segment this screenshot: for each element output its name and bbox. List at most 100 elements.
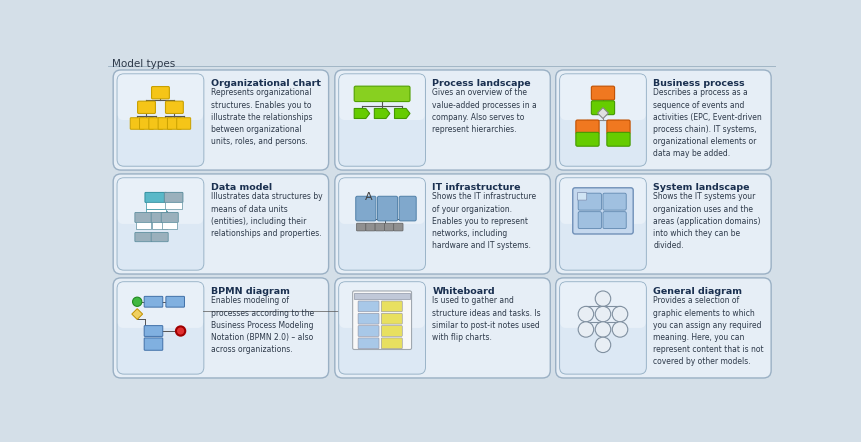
FancyBboxPatch shape xyxy=(365,223,375,231)
FancyBboxPatch shape xyxy=(117,282,203,374)
FancyBboxPatch shape xyxy=(164,192,183,202)
FancyBboxPatch shape xyxy=(339,282,424,328)
Text: Describes a process as a
sequence of events and
activities (EPC, Event-driven
pr: Describes a process as a sequence of eve… xyxy=(653,88,761,158)
FancyBboxPatch shape xyxy=(158,118,172,129)
Text: Illustrates data structures by
means of data units
(entities), including their
r: Illustrates data structures by means of … xyxy=(211,192,322,238)
Circle shape xyxy=(595,291,610,306)
FancyBboxPatch shape xyxy=(591,101,614,114)
FancyBboxPatch shape xyxy=(149,118,163,129)
FancyBboxPatch shape xyxy=(339,179,424,224)
Circle shape xyxy=(611,322,627,337)
FancyBboxPatch shape xyxy=(356,223,365,231)
Text: Shows the IT infrastructure
of your organization.
Enables you to represent
netwo: Shows the IT infrastructure of your orga… xyxy=(432,192,536,250)
FancyBboxPatch shape xyxy=(334,70,549,170)
FancyBboxPatch shape xyxy=(161,213,178,222)
FancyBboxPatch shape xyxy=(577,192,586,200)
Circle shape xyxy=(133,297,142,306)
Text: Is used to gather and
structure ideas and tasks. Is
similar to post-it notes use: Is used to gather and structure ideas an… xyxy=(432,296,541,342)
FancyBboxPatch shape xyxy=(375,223,384,231)
FancyBboxPatch shape xyxy=(354,86,410,102)
FancyBboxPatch shape xyxy=(384,223,393,231)
FancyBboxPatch shape xyxy=(144,338,163,350)
FancyBboxPatch shape xyxy=(606,132,629,146)
FancyBboxPatch shape xyxy=(399,196,416,221)
FancyBboxPatch shape xyxy=(118,282,203,328)
FancyBboxPatch shape xyxy=(338,178,425,270)
Circle shape xyxy=(578,306,593,322)
FancyBboxPatch shape xyxy=(152,87,169,99)
FancyBboxPatch shape xyxy=(377,196,397,221)
FancyBboxPatch shape xyxy=(135,222,151,229)
FancyBboxPatch shape xyxy=(177,118,190,129)
FancyBboxPatch shape xyxy=(603,193,625,210)
FancyBboxPatch shape xyxy=(118,75,203,120)
FancyBboxPatch shape xyxy=(559,178,646,270)
Text: Provides a selection of
graphic elements to which
you can assign any required
me: Provides a selection of graphic elements… xyxy=(653,296,763,366)
FancyBboxPatch shape xyxy=(117,178,203,270)
FancyBboxPatch shape xyxy=(151,213,168,222)
FancyBboxPatch shape xyxy=(162,222,177,229)
FancyBboxPatch shape xyxy=(118,179,203,224)
Text: General diagram: General diagram xyxy=(653,287,741,296)
FancyBboxPatch shape xyxy=(113,70,328,170)
FancyBboxPatch shape xyxy=(560,179,645,224)
FancyBboxPatch shape xyxy=(603,212,625,229)
FancyBboxPatch shape xyxy=(381,301,402,312)
Circle shape xyxy=(595,306,610,322)
FancyBboxPatch shape xyxy=(144,296,163,307)
FancyBboxPatch shape xyxy=(165,101,183,114)
FancyBboxPatch shape xyxy=(139,118,153,129)
Text: Whiteboard: Whiteboard xyxy=(432,287,494,296)
FancyBboxPatch shape xyxy=(145,192,166,202)
FancyBboxPatch shape xyxy=(381,313,402,324)
FancyBboxPatch shape xyxy=(575,120,598,134)
FancyBboxPatch shape xyxy=(334,174,549,274)
Text: BPMN diagram: BPMN diagram xyxy=(211,287,289,296)
Text: Model types: Model types xyxy=(112,59,176,69)
Polygon shape xyxy=(374,108,389,118)
FancyBboxPatch shape xyxy=(334,278,549,378)
FancyBboxPatch shape xyxy=(146,202,165,209)
Text: IT infrastructure: IT infrastructure xyxy=(432,183,520,192)
Text: Business process: Business process xyxy=(653,79,744,88)
Polygon shape xyxy=(394,108,410,118)
FancyBboxPatch shape xyxy=(555,278,771,378)
FancyBboxPatch shape xyxy=(354,293,410,299)
FancyBboxPatch shape xyxy=(165,296,184,307)
Text: Shows the IT systems your
organization uses and the
areas (application domains)
: Shows the IT systems your organization u… xyxy=(653,192,760,250)
FancyBboxPatch shape xyxy=(152,222,167,229)
Text: A: A xyxy=(364,192,372,202)
FancyBboxPatch shape xyxy=(338,74,425,166)
FancyBboxPatch shape xyxy=(339,75,424,120)
FancyBboxPatch shape xyxy=(357,313,379,324)
FancyBboxPatch shape xyxy=(338,282,425,374)
FancyBboxPatch shape xyxy=(356,196,375,221)
FancyBboxPatch shape xyxy=(578,193,601,210)
FancyBboxPatch shape xyxy=(381,338,402,349)
FancyBboxPatch shape xyxy=(559,74,646,166)
FancyBboxPatch shape xyxy=(591,86,614,100)
FancyBboxPatch shape xyxy=(134,213,152,222)
Text: Organizational chart: Organizational chart xyxy=(211,79,320,88)
FancyBboxPatch shape xyxy=(134,232,152,242)
Polygon shape xyxy=(132,309,142,320)
FancyBboxPatch shape xyxy=(146,209,165,216)
Polygon shape xyxy=(354,108,369,118)
FancyBboxPatch shape xyxy=(381,326,402,336)
FancyBboxPatch shape xyxy=(357,326,379,336)
FancyBboxPatch shape xyxy=(130,118,144,129)
Text: Data model: Data model xyxy=(211,183,271,192)
Circle shape xyxy=(595,337,610,353)
FancyBboxPatch shape xyxy=(559,282,646,374)
FancyBboxPatch shape xyxy=(113,174,328,274)
FancyBboxPatch shape xyxy=(144,326,163,336)
FancyBboxPatch shape xyxy=(167,118,181,129)
FancyBboxPatch shape xyxy=(606,120,629,134)
Text: Gives an overview of the
value-added processes in a
company. Also serves to
repr: Gives an overview of the value-added pro… xyxy=(432,88,536,134)
Circle shape xyxy=(176,326,185,335)
FancyBboxPatch shape xyxy=(393,223,403,231)
FancyBboxPatch shape xyxy=(578,212,601,229)
FancyBboxPatch shape xyxy=(575,132,598,146)
FancyBboxPatch shape xyxy=(138,101,155,114)
FancyBboxPatch shape xyxy=(555,174,771,274)
